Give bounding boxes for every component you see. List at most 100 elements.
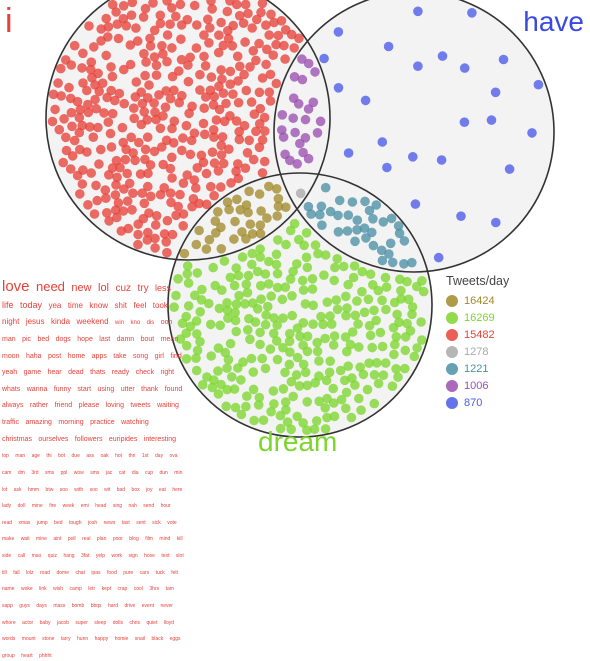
dot-i xyxy=(225,66,236,77)
word-cloud-word: post xyxy=(48,352,62,360)
word-cloud-word: letr xyxy=(88,586,96,593)
dot-i xyxy=(217,132,228,142)
dot-have xyxy=(467,8,477,18)
dot-i xyxy=(143,181,153,192)
word-cloud-word: please xyxy=(78,402,100,410)
set-label-i: i xyxy=(5,2,13,40)
word-cloud-word: utter xyxy=(120,385,135,393)
dot-dream xyxy=(416,317,426,327)
dot-dream xyxy=(402,318,412,329)
dot-i xyxy=(265,69,276,80)
dot-i xyxy=(97,78,108,88)
dot-dream xyxy=(222,363,232,374)
dot-dream xyxy=(341,387,352,398)
word-cloud-word: man xyxy=(2,335,16,343)
dot-have-dream xyxy=(352,215,363,225)
dot-dream xyxy=(307,284,318,294)
dot-i xyxy=(139,48,149,59)
dot-dream xyxy=(275,410,286,421)
dot-dream xyxy=(247,259,257,270)
dot-have-dream xyxy=(384,249,394,259)
dot-dream xyxy=(343,279,354,290)
dot-i-have xyxy=(315,116,326,127)
dot-dream xyxy=(369,370,380,380)
dot-dream xyxy=(403,294,414,305)
dot-i xyxy=(59,114,69,124)
word-cloud-word: sms xyxy=(45,469,55,476)
dot-dream xyxy=(395,274,405,285)
word-cloud-word: ooh xyxy=(160,319,173,327)
word-cloud-word: cuz xyxy=(115,283,132,294)
dot-i xyxy=(125,40,136,50)
dot-dream xyxy=(318,319,328,330)
dot-dream xyxy=(400,363,410,374)
dot-i xyxy=(160,102,171,112)
legend-title: Tweets/day xyxy=(446,274,510,288)
dot-i xyxy=(239,120,250,131)
word-cloud-word: snail xyxy=(134,636,146,643)
dot-i xyxy=(209,132,219,142)
dot-dream xyxy=(287,291,297,301)
word-cloud-word: week xyxy=(62,503,75,510)
word-cloud-word: stone xyxy=(42,636,55,643)
word-cloud-word: moon xyxy=(2,352,20,360)
dot-dream xyxy=(342,303,352,313)
dot-dream xyxy=(300,367,311,378)
dot-i xyxy=(260,126,270,136)
dot-dream xyxy=(260,269,271,279)
dot-i xyxy=(262,44,272,55)
dot-dream xyxy=(316,311,326,322)
word-cloud-word: 3fat xyxy=(81,553,90,559)
word-cloud-word: actor xyxy=(22,619,34,626)
legend-value: 1006 xyxy=(464,379,489,392)
dot-dream xyxy=(275,423,286,434)
dot-have xyxy=(383,41,394,52)
dot-i-dream xyxy=(191,239,202,250)
dot-dream xyxy=(373,378,384,389)
dot-i xyxy=(176,34,186,44)
word-cloud-word: whats xyxy=(2,385,21,393)
word-cloud-word: take xyxy=(113,352,127,360)
word-cloud-word: damn xyxy=(116,335,135,343)
dot-have xyxy=(490,87,501,98)
word-cloud-word: mass xyxy=(53,602,66,609)
dot-dream xyxy=(320,250,331,260)
dot-dream xyxy=(216,379,226,390)
word-cloud-word: thn xyxy=(128,453,136,460)
dot-i xyxy=(257,73,268,83)
dot-dream xyxy=(266,291,277,302)
word-cloud-word: due xyxy=(71,453,80,460)
dot-i xyxy=(111,180,121,190)
word-cloud-word: bomb xyxy=(71,602,85,609)
dot-i xyxy=(214,30,224,40)
dot-dream xyxy=(300,299,311,309)
dot-dream xyxy=(284,359,295,370)
dot-dream xyxy=(214,303,225,314)
dot-dream xyxy=(341,310,351,321)
dot-i xyxy=(154,90,164,100)
dot-i xyxy=(171,11,181,22)
dot-i xyxy=(104,216,114,226)
word-cloud-word: fall xyxy=(13,569,20,576)
dot-dream xyxy=(213,389,224,399)
dot-have-dream xyxy=(333,210,343,221)
dot-dream xyxy=(248,384,259,395)
word-cloud-word: ppl xyxy=(60,469,68,476)
word-cloud-word: try xyxy=(137,283,149,294)
dot-dream xyxy=(269,399,279,409)
dot-i xyxy=(238,18,249,29)
word-cloud-word: cat xyxy=(118,469,126,476)
word-cloud-word: xmas xyxy=(18,519,31,526)
word-cloud-word: hose xyxy=(144,553,155,559)
dot-i xyxy=(125,59,136,70)
word-cloud-word: less xyxy=(155,283,172,293)
dot-i xyxy=(101,50,111,61)
dot-dream xyxy=(347,373,357,383)
dot-dream xyxy=(241,401,251,412)
dot-dream xyxy=(332,304,343,315)
dot-i-have xyxy=(312,128,323,138)
dot-dream xyxy=(182,269,193,279)
dot-dream xyxy=(233,270,244,281)
word-cloud-word: found xyxy=(164,385,183,393)
word-cloud-word: min xyxy=(174,469,183,476)
